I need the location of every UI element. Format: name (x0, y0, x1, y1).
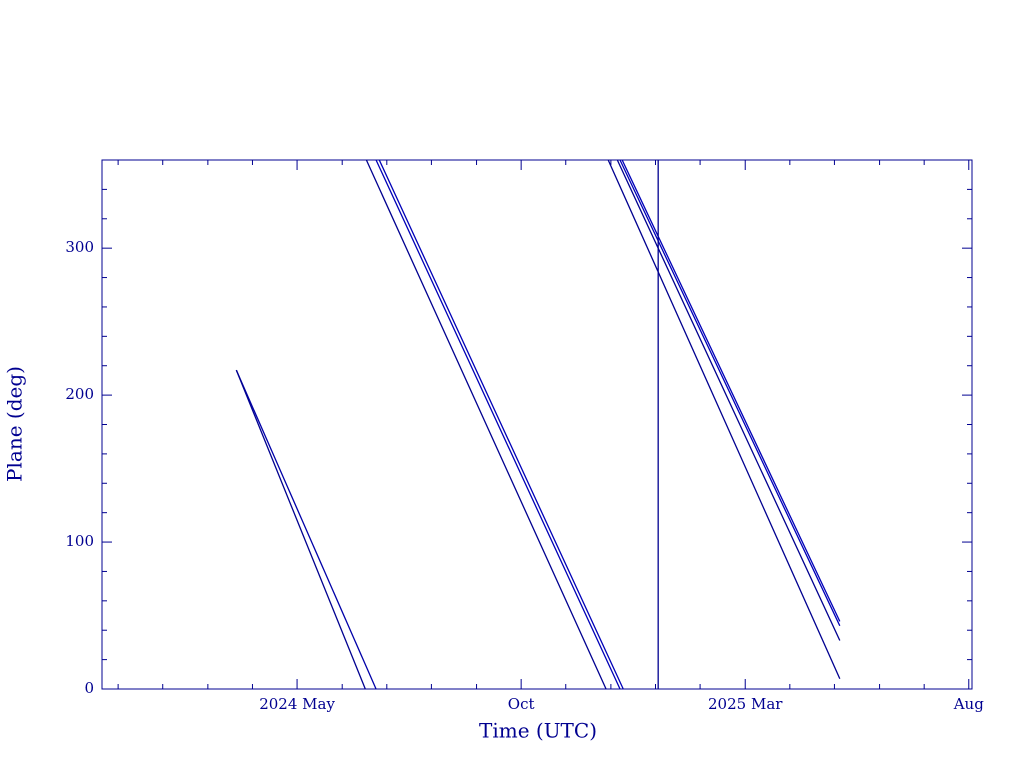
x-tick-label: Aug (953, 695, 984, 713)
y-axis-label: Plane (deg) (3, 366, 27, 482)
data-line (619, 159, 841, 627)
data-line (375, 159, 621, 690)
data-line (365, 159, 607, 690)
y-tick-label: 300 (65, 238, 94, 256)
y-tick-label: 0 (84, 679, 94, 697)
data-line (235, 369, 377, 690)
x-tick-label: 2024 May (259, 695, 335, 713)
data-line (621, 159, 841, 622)
plot-frame (101, 159, 973, 690)
data-line (235, 369, 366, 690)
x-tick-label: Oct (508, 695, 535, 713)
x-tick-label: 2025 Mar (708, 695, 783, 713)
data-line (616, 159, 841, 641)
x-axis-label: Time (UTC) (479, 719, 597, 743)
y-tick-label: 100 (65, 532, 94, 550)
y-tick-label: 200 (65, 385, 94, 403)
data-line (607, 159, 841, 679)
data-line (378, 159, 624, 690)
